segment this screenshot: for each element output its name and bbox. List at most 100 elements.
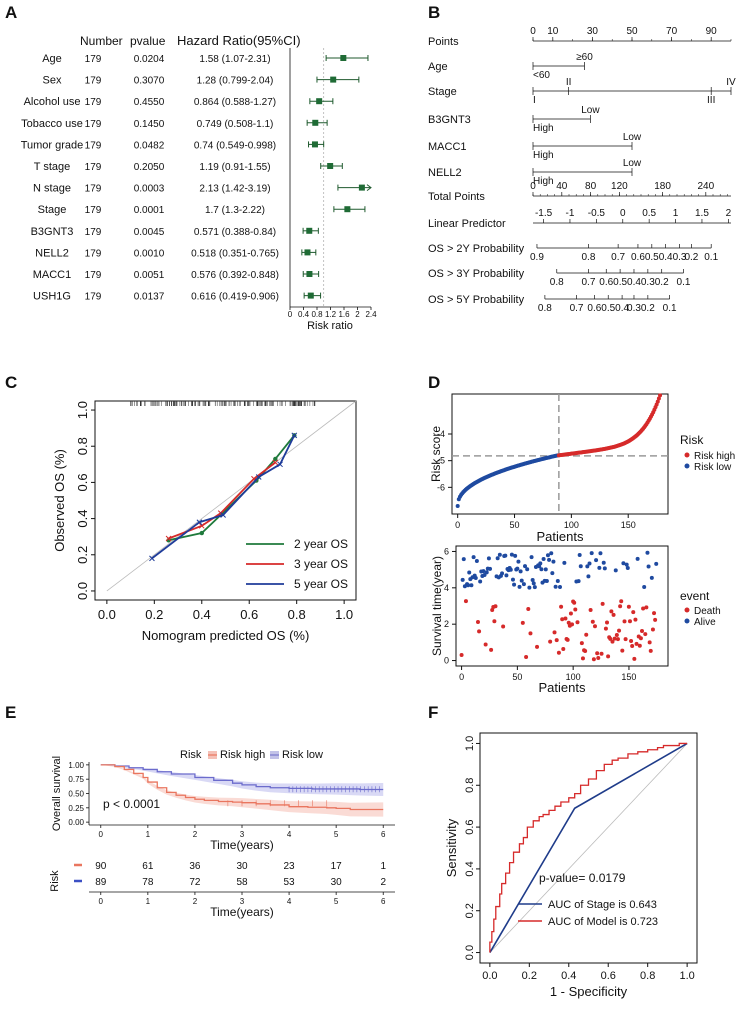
forest-row-hr-text: 1.58 (1.07-2.31) [199,54,270,65]
status-point [601,560,606,565]
status-point [613,568,618,573]
status-point [623,637,628,642]
status-point [488,566,493,571]
status-point [527,585,532,590]
forest-row-number: 179 [85,54,102,65]
status-point [512,582,517,587]
risk-table-count: 61 [142,861,154,872]
forest-point [340,55,347,61]
calibration-series-line [168,461,276,540]
status-point [622,619,627,624]
roc-legend-label: AUC of Stage is 0.643 [548,899,657,911]
status-point [521,582,526,587]
risk-x-tick-label: 100 [564,520,579,530]
forest-row-hr-text: 0.571 (0.388-0.84) [194,227,276,238]
nomogram-tick-label: 90 [706,26,718,37]
status-point [544,578,549,583]
nomogram-tick-label: 120 [611,181,628,192]
calibration-y-tick-label: 0.4 [75,510,90,528]
status-point [632,656,637,661]
status-point [486,556,491,561]
calibration-cross [220,512,226,518]
survival-status-plot: 0 50 100 150 0 2 4 6 Patients Survival time(year)… [430,545,721,695]
calibration-x-tick-label: 0.2 [145,607,163,622]
nomogram-prob-label: 0.6 [587,303,601,314]
forest-row-pvalue: 0.4550 [134,97,165,108]
status-point [609,609,614,614]
status-legend-title: event [680,589,710,603]
status-point [599,651,604,656]
forest-row-pvalue: 0.1450 [134,119,165,130]
status-point [467,570,472,575]
forest-row-number: 179 [85,119,102,130]
calibration-point [199,530,204,536]
risk-table-x-tick-label: 5 [334,897,339,906]
calibration-y-label: Observed OS (%) [52,449,67,552]
status-legend-dot [684,607,690,613]
calibration-y-tick-label: 1.0 [75,401,90,419]
forest-row-pvalue: 0.0001 [134,205,165,216]
status-point [543,567,548,572]
km-y-tick-label: 0.25 [68,804,84,813]
nomogram-prob-label: 0.9 [530,252,544,263]
risk-table-count: 1 [380,861,386,872]
status-point [602,566,607,571]
forest-point [304,249,311,256]
roc-pvalue-annotation: p-value= 0.0179 [539,871,626,885]
status-point [471,555,476,560]
risk-table-count: 72 [189,877,201,888]
nomogram-prob-label: 0.6 [599,277,613,288]
nomogram-cat-label: Low [581,105,600,116]
nomogram-row-label: Stage [428,86,457,98]
status-legend-label: Death [694,606,721,617]
status-point [652,611,657,616]
status-point [473,575,478,580]
forest-row-hr-text: 0.616 (0.419-0.906) [191,292,279,303]
forest-x-label: Risk ratio [307,320,353,332]
forest-row-number: 179 [85,292,102,303]
calibration-legend-label: 2 year OS [294,537,348,551]
status-point [586,574,591,579]
status-point [617,628,622,633]
nomogram-prob-label: 0.8 [538,303,552,314]
nomogram-tick-label: 50 [626,26,638,37]
calibration-legend-label: 5 year OS [294,577,348,591]
status-point [556,650,561,655]
risk-table-x-tick-label: 6 [381,897,386,906]
roc-x-tick-label: 0.0 [482,970,497,982]
km-y-tick-label: 0.75 [68,775,84,784]
status-point [580,656,585,661]
calibration-y-tick-label: 0.2 [75,546,90,564]
status-point [490,607,495,612]
risk-table-count: 53 [284,877,296,888]
risk-y-label: Risk score [429,426,443,482]
nomogram-tick-label: 1 [673,208,679,219]
risk-table-x-tick-label: 4 [287,897,292,906]
forest-point [306,271,313,277]
km-x-tick-label: 1 [146,830,151,839]
status-point [550,571,555,576]
status-point [513,553,518,558]
nomogram-prob-label: 0.7 [581,277,595,288]
roc-x-label: 1 - Specificity [550,984,628,999]
nomogram-cat-label: I [533,95,536,106]
forest-row-hr-text: 0.576 (0.392-0.848) [191,270,279,281]
status-point [640,629,645,634]
status-point [587,561,592,566]
status-point [515,566,520,571]
nomogram-cat-label: ≥60 [576,52,593,63]
status-point [626,604,631,609]
status-point [463,599,468,604]
forest-row-pvalue: 0.0482 [134,140,165,151]
roc-plot: 0.0 0.0 0.2 0.2 0.4 0.4 0.6 0.6 0.8 0.8 1.0 1.0 1 - … [444,732,698,999]
nomogram-cat-label: Low [623,132,642,143]
status-point [501,624,506,629]
status-point [624,562,629,567]
nomogram-tick-label: 40 [556,181,568,192]
status-x-label: Patients [539,680,586,695]
nomogram-prob-label: 0.4 [615,303,629,314]
status-point [560,617,565,622]
forest-row-hr-text: 1.28 (0.799-2.04) [197,76,274,87]
forest-row-hr-text: 1.7 (1.3-2.22) [205,205,265,216]
